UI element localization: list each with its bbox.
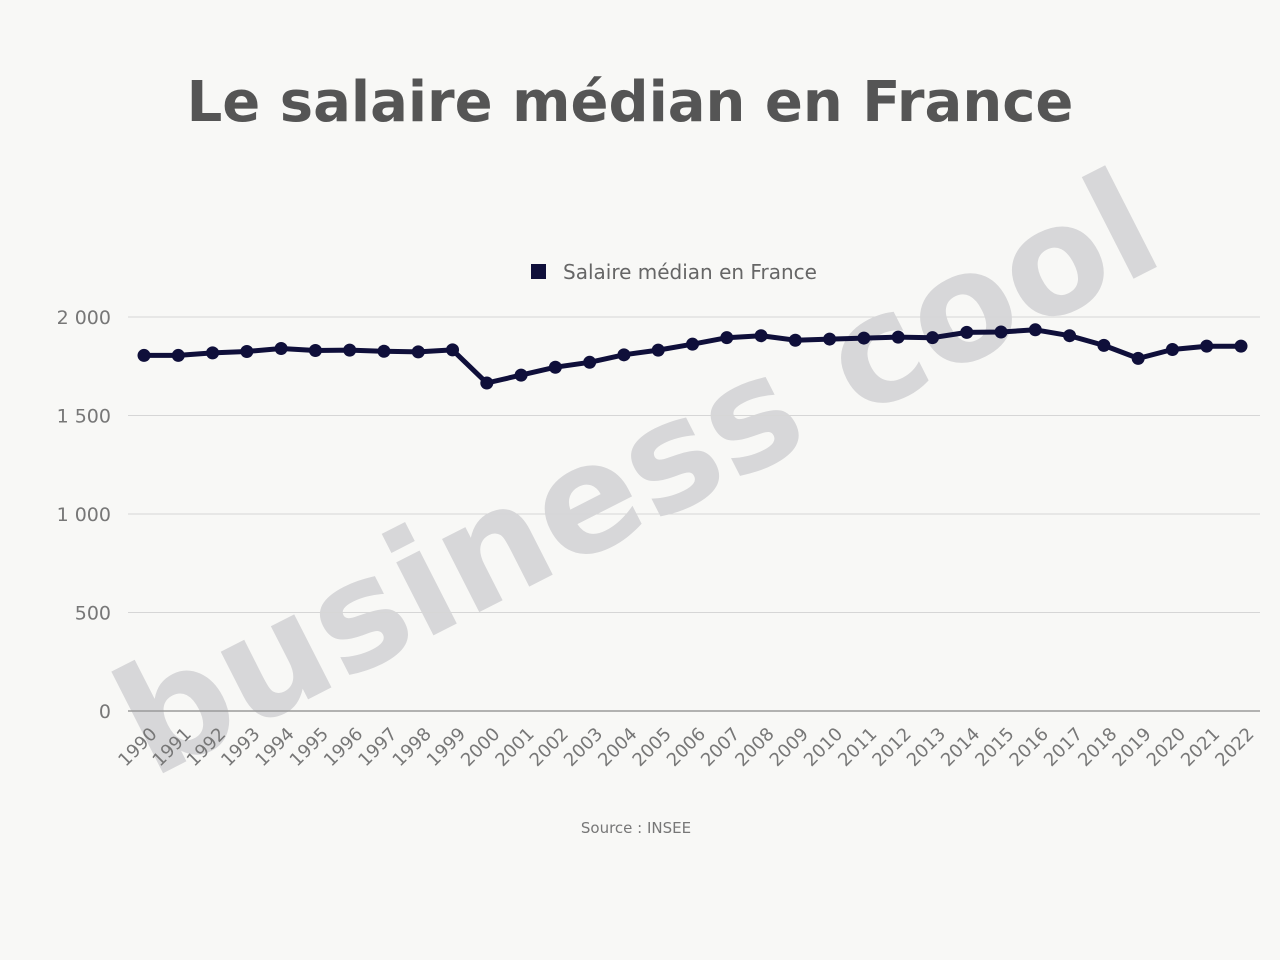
x-tick-label: 2003 <box>560 724 607 771</box>
grid <box>128 316 1260 712</box>
page-title: Le salaire médian en France <box>186 70 1074 135</box>
data-point <box>788 333 802 347</box>
x-tick-label: 2008 <box>731 724 778 771</box>
data-point <box>686 337 699 351</box>
data-point <box>137 348 151 362</box>
x-tick-label: 2010 <box>800 724 847 771</box>
x-tick-label: 2011 <box>834 724 881 771</box>
data-point <box>583 355 597 369</box>
data-point <box>377 344 391 358</box>
x-tick-label: 2014 <box>937 724 984 771</box>
data-point <box>171 348 185 362</box>
x-tick-label: 2012 <box>868 724 915 771</box>
data-point <box>857 331 871 345</box>
data-point <box>1063 329 1077 343</box>
x-tick-label: 2006 <box>663 724 710 771</box>
data-point <box>617 348 631 362</box>
x-tick-label: 1999 <box>423 724 470 771</box>
x-tick-label: 2018 <box>1074 724 1121 771</box>
y-tick-label: 500 <box>75 603 111 625</box>
data-point <box>754 329 768 343</box>
x-tick-label: 2016 <box>1006 724 1053 771</box>
legend-label: Salaire médian en France <box>563 260 817 284</box>
x-tick-label: 2021 <box>1177 724 1224 771</box>
data-point <box>240 344 254 358</box>
data-point <box>720 331 734 345</box>
data-point <box>514 368 528 382</box>
data-point <box>411 345 425 359</box>
data-point <box>548 360 562 374</box>
x-tick-label: 2005 <box>629 724 676 771</box>
data-point <box>651 343 665 357</box>
x-tick-label: 2002 <box>526 724 573 771</box>
data-point <box>1234 339 1248 353</box>
data-point <box>1097 338 1111 352</box>
data-point <box>891 330 905 344</box>
watermark-text: business cool <box>89 138 1184 811</box>
x-tick-label: 1997 <box>354 724 401 771</box>
x-tick-label: 2004 <box>594 724 641 771</box>
data-point <box>994 325 1008 339</box>
x-tick-label: 2015 <box>971 724 1018 771</box>
x-tick-label: 2017 <box>1040 724 1087 771</box>
data-point <box>274 342 288 356</box>
y-tick-label: 1 000 <box>57 504 111 526</box>
data-point <box>925 331 939 345</box>
x-tick-label: 2022 <box>1211 724 1258 771</box>
x-tick-label: 2020 <box>1143 724 1190 771</box>
source-label: Source : INSEE <box>581 819 691 837</box>
x-tick-label: 2009 <box>766 724 813 771</box>
x-tick-label: 2000 <box>457 724 504 771</box>
y-axis: 0 500 1 000 1 500 2 000 <box>57 307 111 723</box>
x-tick-label: 2013 <box>903 724 950 771</box>
y-tick-label: 2 000 <box>57 307 111 329</box>
data-point <box>960 325 974 339</box>
x-tick-label: 1998 <box>389 724 436 771</box>
data-point <box>1028 323 1042 337</box>
data-point <box>480 376 494 390</box>
x-tick-label: 1996 <box>320 724 367 771</box>
legend: Salaire médian en France <box>531 260 817 284</box>
x-axis: 1990199119921993199419951996199719981999… <box>114 724 1258 771</box>
x-tick-label: 2001 <box>491 724 538 771</box>
series <box>137 323 1248 390</box>
data-point <box>446 343 460 357</box>
y-tick-label: 1 500 <box>57 406 111 428</box>
y-tick-label: 0 <box>99 701 111 723</box>
data-point <box>206 346 220 360</box>
data-point <box>1165 343 1179 357</box>
watermark: business cool <box>89 138 1184 811</box>
data-point <box>343 343 357 357</box>
data-point <box>823 332 837 346</box>
data-point <box>1131 351 1145 365</box>
data-point <box>1200 339 1214 353</box>
data-point <box>308 343 322 357</box>
x-tick-label: 2007 <box>697 724 744 771</box>
legend-swatch <box>531 264 546 279</box>
x-tick-label: 2019 <box>1108 724 1155 771</box>
